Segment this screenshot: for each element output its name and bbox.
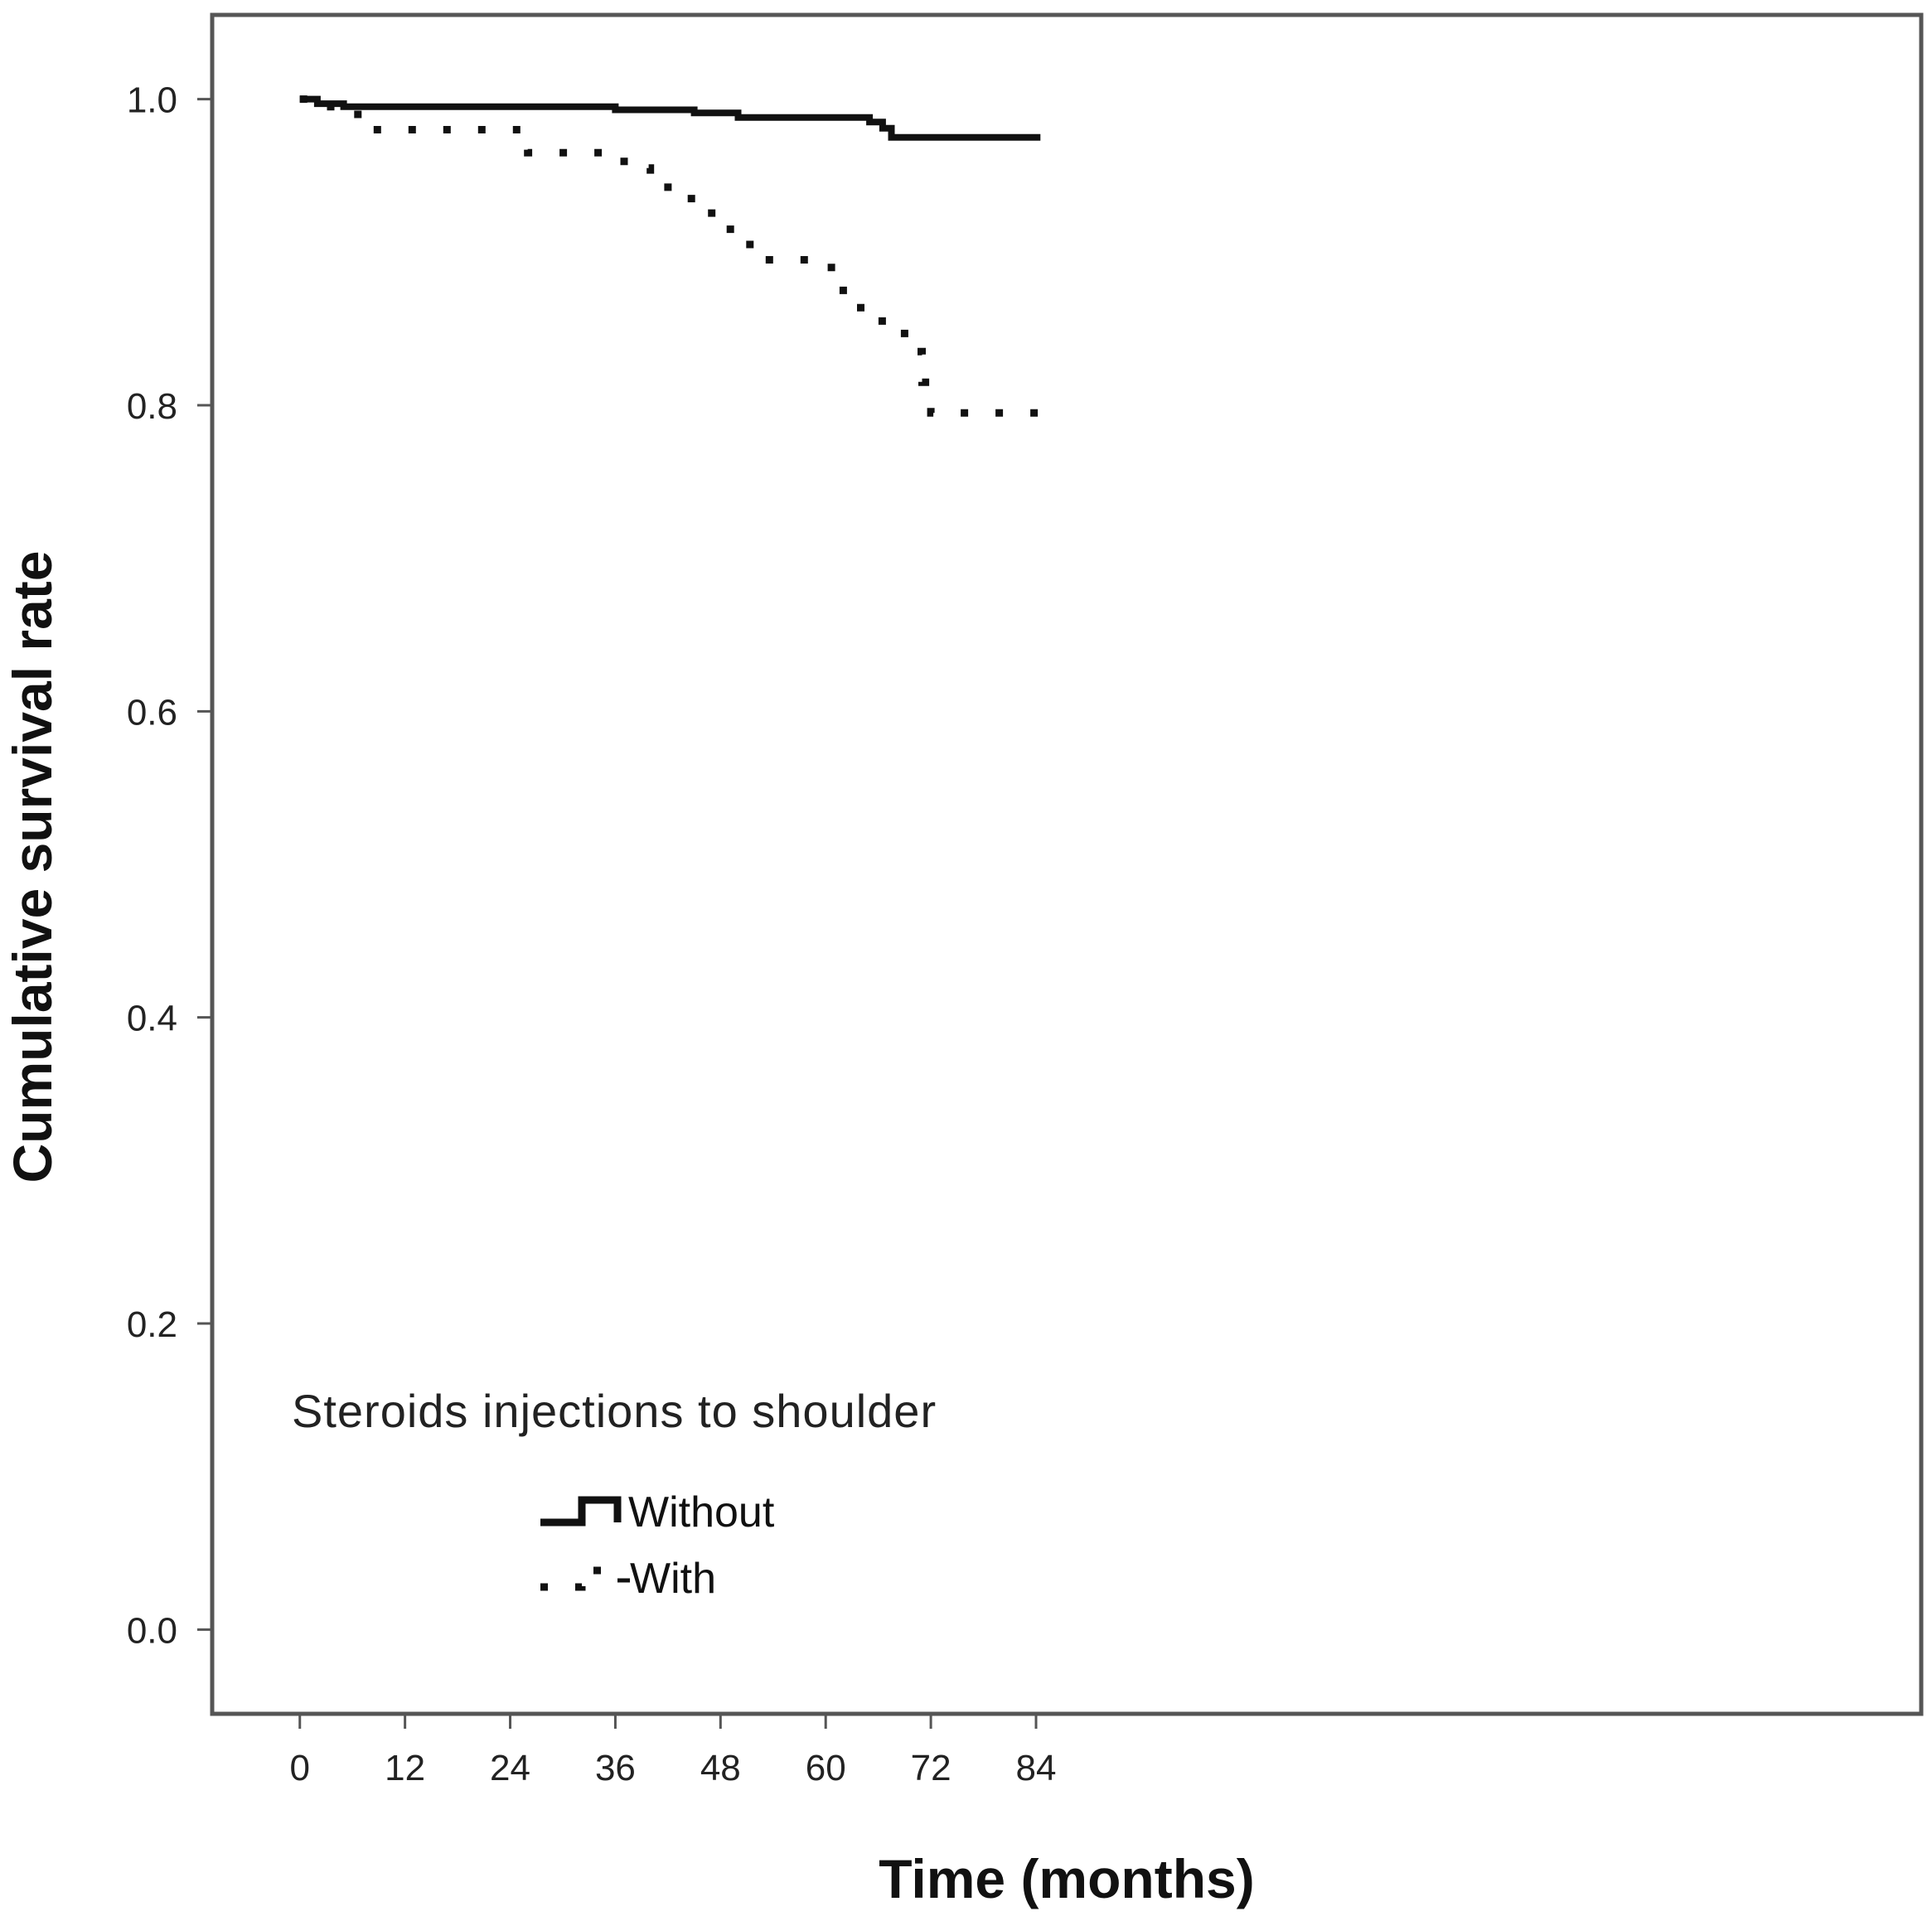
- legend-swatch-without: [540, 1496, 622, 1527]
- legend-label-with: With: [630, 1555, 716, 1603]
- x-tick-label: 60: [806, 1748, 846, 1788]
- series-line-without: [299, 95, 1041, 141]
- x-axis-title: Time (months): [879, 1848, 1254, 1909]
- x-tick-label: 36: [595, 1748, 636, 1788]
- x-tick-label: 0: [290, 1748, 310, 1788]
- x-tick-label: 72: [911, 1748, 951, 1788]
- x-tick-label: 12: [385, 1748, 425, 1788]
- y-tick-label: 0.0: [127, 1610, 177, 1651]
- y-tick-label: 0.4: [127, 999, 177, 1039]
- x-tick-label: 84: [1016, 1748, 1057, 1788]
- y-axis-title: Cumulative survival rate: [2, 551, 63, 1183]
- y-tick-label: 0.6: [127, 692, 177, 733]
- legend-label-without: Without: [628, 1488, 775, 1536]
- x-axis-ticks: 0 12 24 36 48 60 72 84: [290, 1714, 1057, 1788]
- x-tick-label: 24: [490, 1748, 530, 1788]
- series-layer: [299, 95, 1041, 417]
- y-tick-label: 0.2: [127, 1304, 177, 1345]
- plot-frame: [210, 12, 1924, 1716]
- legend: Steroids injections to shoulder Without …: [292, 1385, 937, 1603]
- legend-entry-without: Without: [540, 1488, 775, 1536]
- y-tick-label: 0.8: [127, 386, 177, 427]
- y-tick-label: 1.0: [127, 80, 177, 121]
- legend-title: Steroids injections to shoulder: [292, 1385, 937, 1437]
- x-tick-label: 48: [700, 1748, 741, 1788]
- legend-entry-with: With: [540, 1555, 716, 1603]
- series-line-with: [299, 95, 1041, 417]
- y-axis-ticks: 0.0 0.2 0.4 0.6 0.8 1.0: [127, 80, 212, 1651]
